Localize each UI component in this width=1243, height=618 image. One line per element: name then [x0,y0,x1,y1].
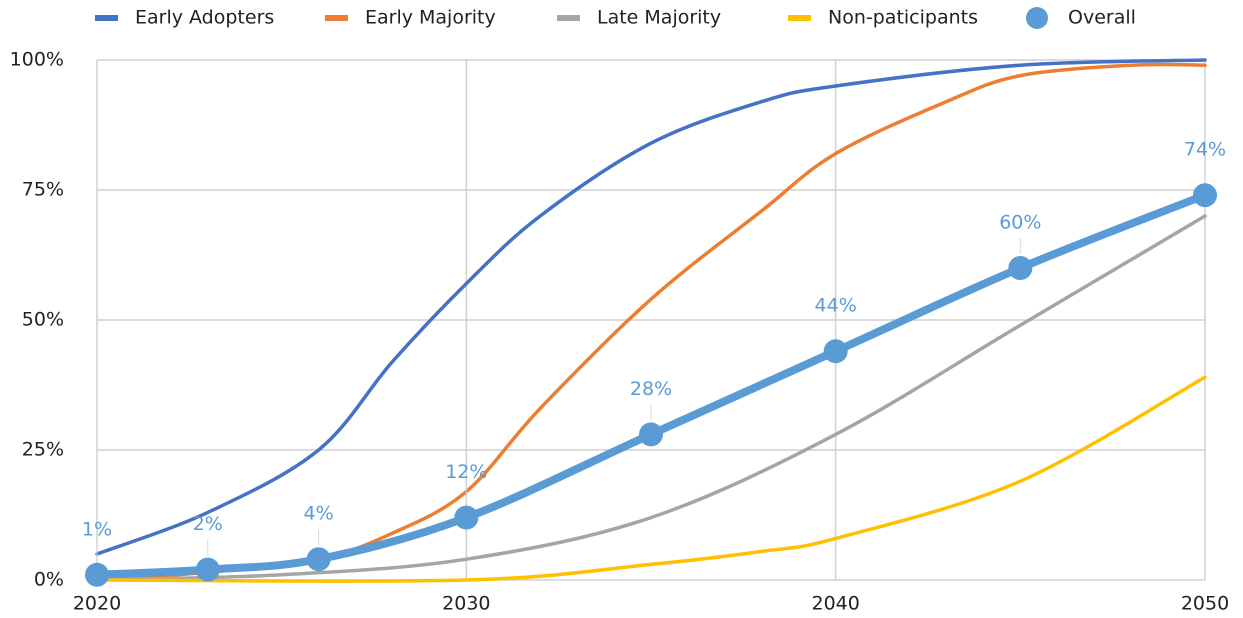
point-marker [823,339,848,364]
legend-marker [1026,7,1048,29]
data-label: 2% [193,513,223,535]
legend-label: Early Adopters [135,7,274,29]
legend-marker [557,15,580,21]
y-tick-label: 0% [34,569,64,591]
data-label: 1% [82,518,112,540]
x-tick-label: 2040 [811,593,859,615]
x-tick-label: 2030 [442,593,490,615]
data-label: 12% [445,461,487,483]
data-label: 60% [999,212,1041,234]
data-label: 4% [304,503,334,525]
point-marker [306,547,331,572]
data-label: 28% [630,378,672,400]
series-line [95,375,1207,583]
point-marker [195,557,220,582]
y-tick-label: 50% [22,309,64,331]
legend-marker [325,15,348,21]
y-tick-label: 100% [10,49,64,71]
legend-label: Overall [1068,7,1136,29]
point-marker [454,505,479,530]
point-marker [85,562,109,587]
data-label: 44% [815,295,857,317]
legend-label: Early Majority [365,7,496,29]
point-marker [1193,183,1217,208]
legend-marker [95,15,118,21]
legend-marker [788,15,811,21]
x-tick-label: 2020 [73,593,121,615]
y-tick-label: 75% [22,179,64,201]
series-line [95,214,1207,582]
point-marker [1008,256,1033,280]
legend-label: Late Majority [597,7,721,29]
data-label: 74% [1184,139,1226,161]
series-line [95,58,1207,556]
point-marker [639,422,663,447]
legend-label: Non-paticipants [828,7,978,29]
x-tick-label: 2050 [1181,593,1229,615]
y-tick-label: 25% [22,439,64,461]
